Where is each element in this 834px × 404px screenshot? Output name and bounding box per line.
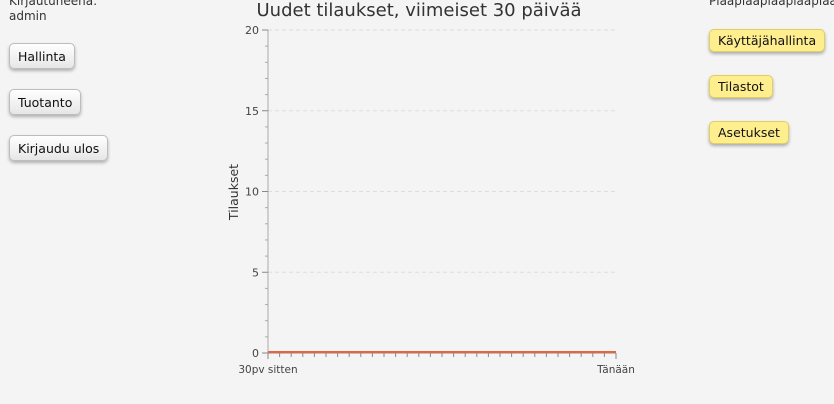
- logged-in-label: Kirjautuneena:: [9, 0, 98, 8]
- username: admin: [9, 9, 47, 23]
- x-tick-label-end: Tänään: [596, 364, 635, 376]
- user-management-button[interactable]: Käyttäjähallinta: [709, 29, 826, 52]
- y-tick-label: 5: [252, 266, 259, 279]
- y-tick-label: 0: [252, 347, 259, 360]
- settings-button[interactable]: Asetukset: [709, 121, 789, 144]
- login-info: Kirjautuneena: admin: [9, 0, 97, 24]
- y-tick-label: 10: [245, 186, 259, 199]
- y-tick-label: 15: [245, 105, 259, 118]
- chart-title: Uudet tilaukset, viimeiset 30 päivää: [256, 0, 581, 21]
- x-tick-label-start: 30pv sitten: [238, 364, 297, 376]
- statistics-button[interactable]: Tilastot: [709, 75, 773, 98]
- y-tick-label: 20: [245, 24, 259, 37]
- right-panel-text: Plaaplaaplaaplaaplaa: [709, 0, 834, 8]
- logout-button[interactable]: Kirjaudu ulos: [9, 135, 109, 161]
- chart-y-axis-label: Tilaukset: [226, 164, 241, 221]
- admin-button[interactable]: Hallinta: [9, 43, 75, 69]
- production-button[interactable]: Tuotanto: [9, 89, 82, 115]
